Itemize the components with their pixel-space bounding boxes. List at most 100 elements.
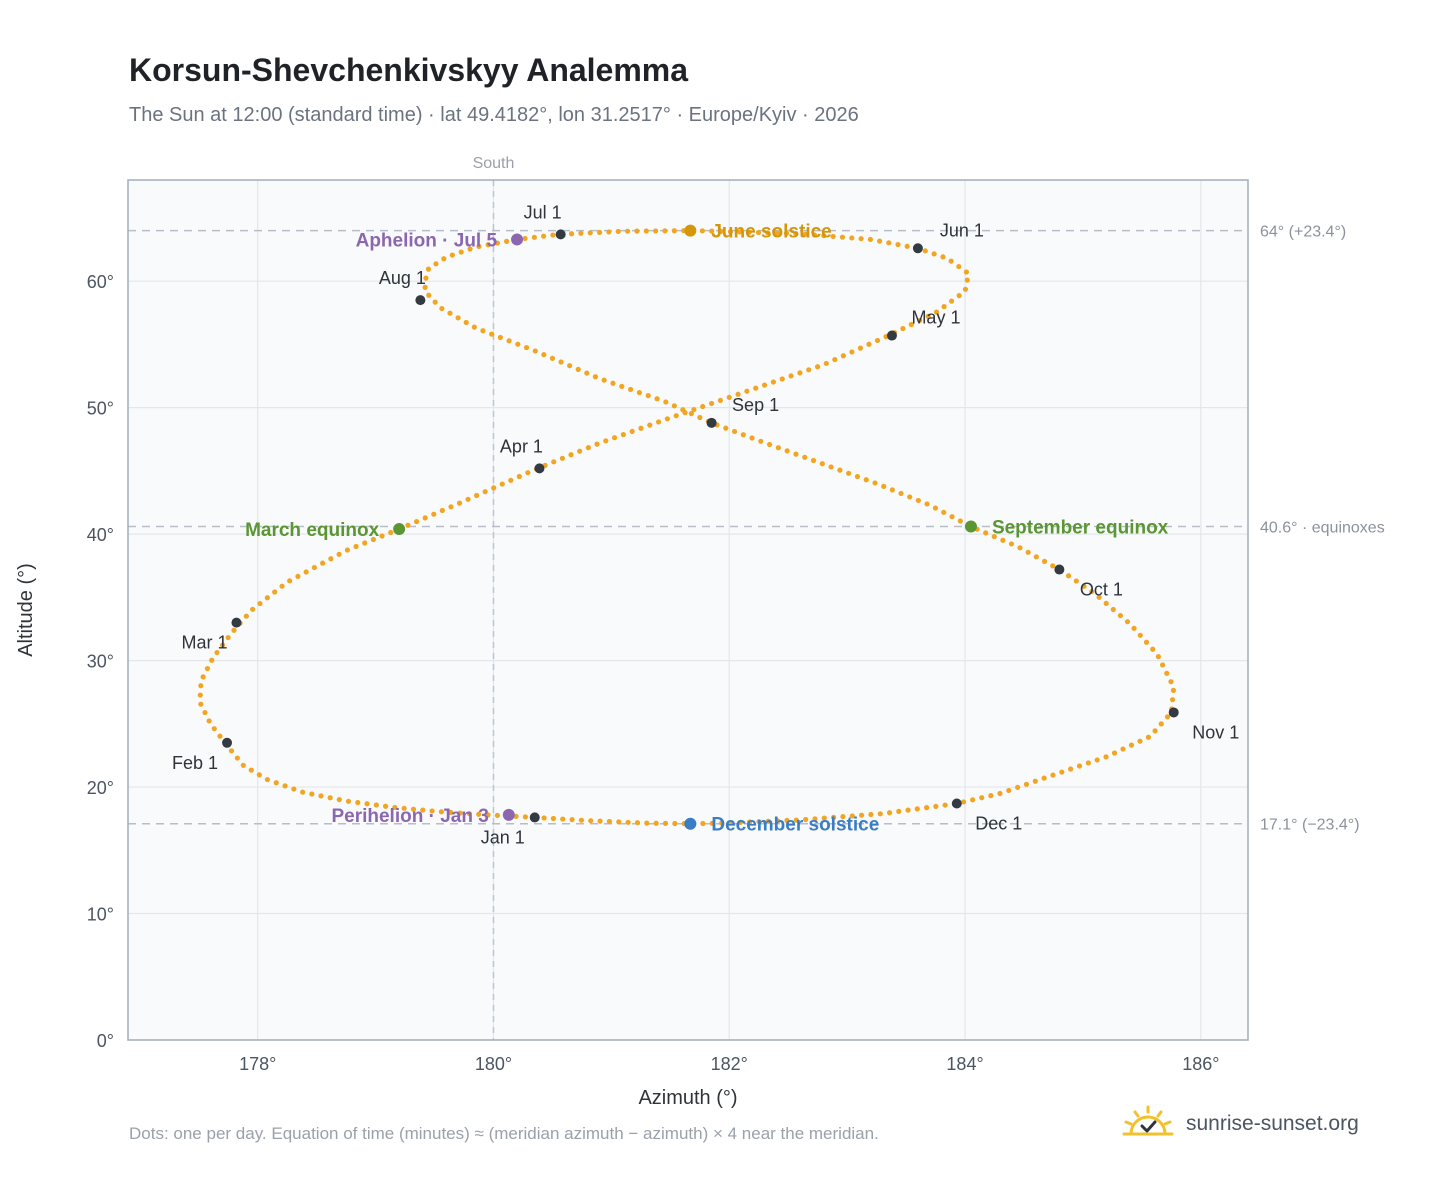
daily-dot [584,370,590,376]
sun-check-icon [1122,1104,1174,1145]
daily-dot [858,236,864,242]
daily-dot [723,425,729,431]
daily-dot [1006,787,1012,794]
month-label: Jul 1 [524,202,562,222]
daily-dot [900,325,906,332]
daily-dot [849,813,855,819]
daily-dot [231,627,237,633]
daily-dot [620,431,626,438]
daily-dot [663,399,669,405]
x-tick-label: 184° [946,1054,983,1074]
reference-line-label: 40.6° · equinoxes [1260,520,1385,537]
daily-dot [793,231,799,237]
daily-dot [788,373,794,379]
daily-dot [497,334,503,341]
daily-dot [466,811,472,817]
daily-dot [793,451,799,457]
daily-dot [709,228,715,234]
event-label: June solstice [711,222,831,243]
daily-dot [463,319,469,326]
daily-dot [225,634,231,641]
daily-dot [672,820,678,827]
daily-dot [655,419,662,425]
month-marker [706,417,717,428]
month-label: Oct 1 [1080,580,1123,600]
daily-dot [1145,734,1152,740]
daily-dot [587,230,593,236]
daily-dot [429,808,435,814]
daily-dot [828,464,834,470]
daily-dot [963,269,970,275]
daily-dot [596,229,603,235]
daily-dot [898,490,904,497]
axes: 178° 180° 182° 184° 186° 0° 10° 20° 30° 40° 50° 60° [87,272,1220,1074]
x-tick-label: 186° [1182,1054,1219,1074]
daily-dot [370,536,377,543]
daily-dot [709,820,715,826]
month-marker [231,617,242,628]
daily-dot [673,413,679,419]
daily-dot [1000,537,1006,543]
daily-dot [863,477,869,483]
daily-dot [940,254,946,260]
daily-dot [550,815,557,822]
daily-dot [908,321,914,328]
daily-dot [915,497,921,504]
daily-dot [438,809,445,815]
x-tick-label: 182° [711,1054,748,1074]
daily-dot [1008,541,1015,547]
daily-dot [837,467,843,473]
daily-dot [541,352,547,358]
daily-dot [931,251,937,257]
daily-dot [1103,754,1109,760]
daily-dot [214,649,220,656]
daily-dot [234,755,241,761]
daily-dot [494,812,500,819]
daily-dot [933,309,940,315]
daily-dot [1015,784,1021,790]
daily-dot [515,341,521,347]
daily-dot [728,820,734,826]
daily-dot [814,364,821,370]
meridian-label: South [473,155,515,172]
daily-dot [784,817,790,824]
daily-dot [532,348,538,354]
brand-link[interactable]: sunrise-sunset.org [1122,1102,1359,1146]
daily-dot [664,416,670,422]
daily-dot [718,820,725,826]
daily-dot [568,231,575,237]
daily-dot [541,815,547,821]
daily-dot [691,406,697,413]
daily-dot [1124,619,1131,625]
daily-dot [962,286,969,292]
daily-dot [373,802,379,808]
daily-dot [761,382,768,388]
daily-dot [849,349,855,355]
month-label: Sep 1 [732,395,779,415]
daily-dot [525,470,531,476]
event-marker [964,520,977,533]
daily-dot [765,818,771,824]
daily-dot [1050,772,1056,778]
daily-dot [211,726,217,732]
month-label: Dec 1 [975,814,1022,834]
daily-dot [767,441,773,448]
daily-dot [662,820,669,826]
month-label: Jun 1 [940,220,984,240]
daily-dot [783,230,790,236]
daily-dot [1143,639,1150,645]
daily-dot [287,578,293,584]
daily-dot [653,820,659,826]
daily-dot [700,403,706,410]
daily-dot [471,324,477,330]
daily-dot [503,238,510,244]
daily-dot [932,505,939,511]
daily-dot [425,266,432,272]
daily-dot [1041,558,1048,564]
daily-dot [588,818,594,824]
event-label: December solstice [711,815,879,836]
daily-dot [983,530,989,536]
event-label: Aphelion · Jul 5 [356,230,498,251]
daily-dot [531,234,537,240]
event-marker [502,808,515,821]
